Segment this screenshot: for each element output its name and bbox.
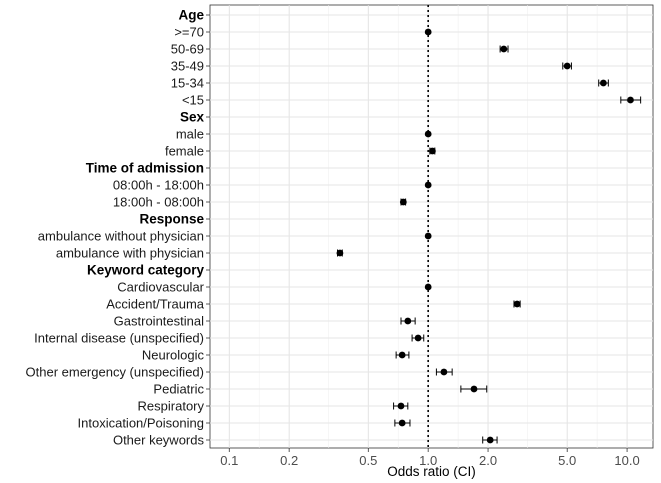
group-header-label: Age: [178, 8, 204, 23]
x-tick-label: 0.2: [280, 453, 298, 468]
x-tick-label: 0.5: [359, 453, 377, 468]
row-label: Other emergency (unspecified): [26, 365, 204, 380]
group-header-label: Response: [139, 212, 204, 227]
x-axis: 0.1 0.2 0.5 1.0 2.0 5.0 10.0: [220, 448, 640, 468]
x-tick-label: 2.0: [479, 453, 497, 468]
odds-ratio-point: [563, 62, 571, 70]
group-header-label: Keyword category: [87, 263, 205, 278]
row-label: Gastrointestinal: [114, 314, 204, 329]
row-label: Accident/Trauma: [106, 297, 205, 312]
row-label: Pediatric: [153, 382, 204, 397]
row-label: 15-34: [171, 76, 204, 91]
odds-ratio-point: [414, 334, 422, 342]
odds-ratio-point: [398, 419, 406, 427]
row-label: male: [176, 127, 204, 142]
odds-ratio-point: [336, 249, 344, 257]
row-label: Intoxication/Poisoning: [78, 416, 204, 431]
row-label: female: [165, 144, 204, 159]
row-label: <15: [182, 93, 204, 108]
grid-lines: [210, 5, 653, 448]
odds-ratio-point: [424, 28, 432, 36]
row-label: Internal disease (unspecified): [34, 331, 204, 346]
odds-ratio-point: [398, 351, 406, 359]
x-tick-label: 5.0: [558, 453, 576, 468]
group-header-label: Sex: [180, 110, 205, 125]
row-label: 18:00h - 08:00h: [113, 195, 204, 210]
odds-ratio-point: [627, 96, 634, 104]
row-label: Cardiovascular: [117, 280, 204, 295]
odds-ratio-point: [399, 198, 407, 206]
x-tick-label: 10.0: [614, 453, 639, 468]
plot-panel: [209, 4, 654, 449]
row-label: Other keywords: [113, 433, 205, 448]
odds-ratio-point: [424, 181, 432, 189]
row-label: Neurologic: [142, 348, 205, 363]
x-axis-title: Odds ratio (CI): [387, 464, 476, 479]
odds-ratio-point: [440, 368, 448, 376]
odds-ratio-point: [428, 147, 436, 155]
group-header-label: Time of admission: [86, 161, 204, 176]
row-label: >=70: [174, 25, 204, 40]
row-label: 08:00h - 18:00h: [113, 178, 204, 193]
row-label: Respiratory: [138, 399, 205, 414]
row-label: 35-49: [171, 59, 204, 74]
row-label: ambulance with physician: [56, 246, 204, 261]
row-label: ambulance without physician: [38, 229, 204, 244]
x-tick-label: 0.1: [220, 453, 238, 468]
row-label: 50-69: [171, 42, 204, 57]
odds-ratio-point: [397, 402, 405, 410]
odds-ratio-point: [500, 45, 508, 53]
odds-ratio-point: [424, 283, 432, 291]
odds-ratio-point: [513, 300, 521, 308]
odds-ratio-point: [486, 436, 494, 444]
odds-ratio-point: [470, 385, 478, 393]
odds-ratio-point: [404, 317, 412, 325]
odds-ratio-point: [424, 130, 432, 138]
x-tick-label: 1.0: [419, 453, 437, 468]
data-rows: Age >=70 50-69 35-49 15-34 <15 Sex male female Ti…: [26, 8, 642, 448]
odds-ratio-point: [424, 232, 432, 240]
odds-ratio-point: [599, 79, 607, 87]
